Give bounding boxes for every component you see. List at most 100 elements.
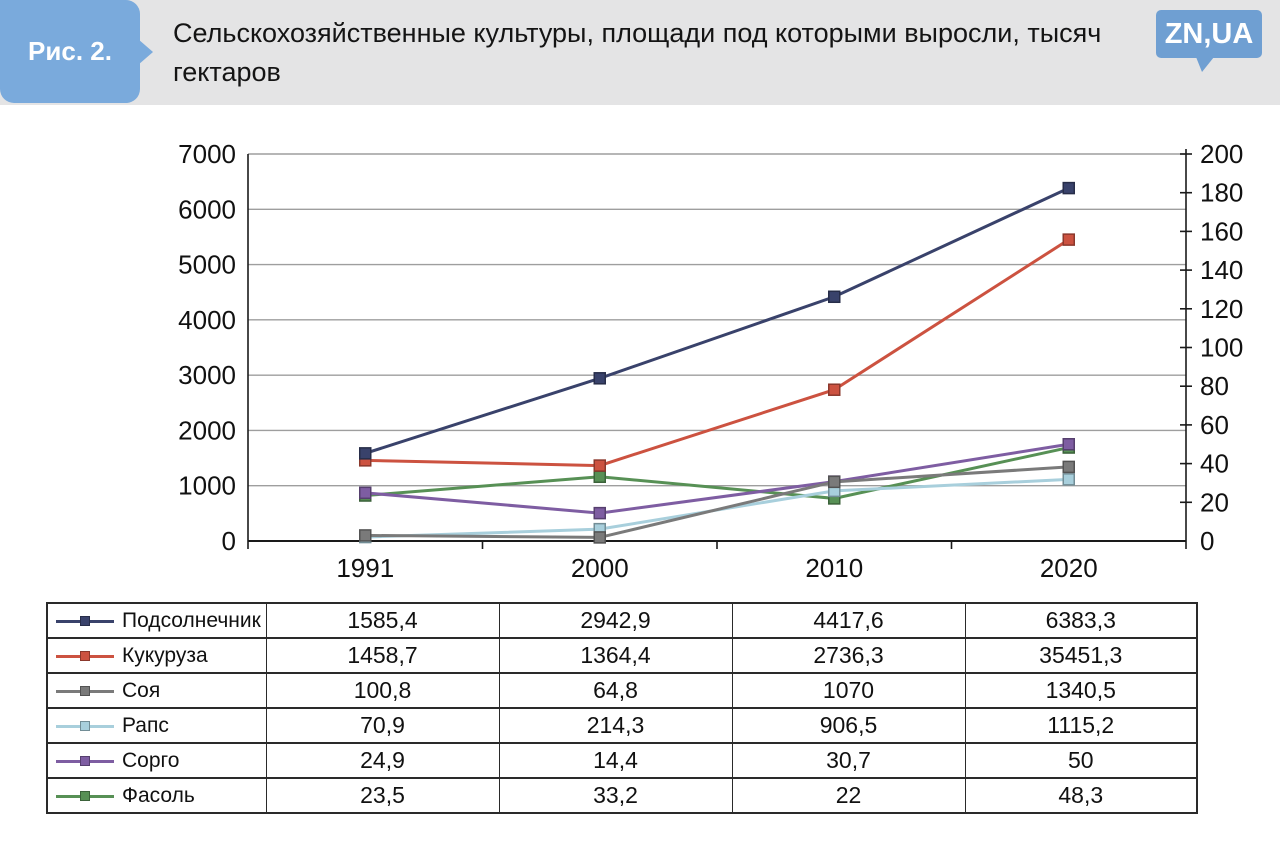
series-marker <box>1062 181 1075 195</box>
series-line <box>365 442 1069 515</box>
right-axis-tick-label: 180 <box>1200 178 1243 208</box>
series-value-cell: 64,8 <box>498 672 733 709</box>
series-marker <box>1062 438 1075 451</box>
x-axis-tick-label: 1991 <box>336 553 394 583</box>
page-title: Сельскохозяйственные культуры, площади п… <box>173 18 1102 87</box>
table-row: Подсолнечник 1585,4 2942,9 4417,6 6383,3 <box>46 602 1198 639</box>
series-name-cell: Рапс <box>46 707 267 744</box>
right-axis-tick-label: 140 <box>1200 255 1243 285</box>
series-value-cell: 24,9 <box>265 742 500 779</box>
logo-speech-tail-icon <box>1196 57 1214 72</box>
series-name-label: Фасоль <box>122 783 195 807</box>
right-axis-tick-label: 60 <box>1200 410 1229 440</box>
series-value-cell: 4417,6 <box>731 602 966 639</box>
series-name-cell: Подсолнечник <box>46 602 267 639</box>
legend-sample-icon <box>56 650 114 662</box>
left-axis-tick-label: 7000 <box>178 139 236 169</box>
x-axis-tick-label: 2000 <box>571 553 629 583</box>
series-value-cell: 1070 <box>731 672 966 709</box>
series-name-label: Сорго <box>122 748 180 772</box>
series-name-label: Подсолнечник <box>122 608 261 632</box>
right-axis-tick-label: 80 <box>1200 371 1229 401</box>
table-row: Фасоль 23,5 33,2 22 48,3 <box>46 777 1198 814</box>
legend-sample-icon <box>56 720 114 732</box>
right-axis-tick-label: 20 <box>1200 487 1229 517</box>
zn-ua-logo-text: ZN,UA <box>1164 17 1254 50</box>
left-axis-tick-label: 6000 <box>178 194 236 224</box>
figure-badge: Рис. 2. <box>0 0 153 103</box>
series-line <box>365 238 1070 468</box>
series-value-cell: 2942,9 <box>498 602 733 639</box>
series-name-label: Кукуруза <box>122 643 208 667</box>
series-marker <box>359 486 372 500</box>
right-axis-tick-label: 0 <box>1200 526 1214 556</box>
series-marker <box>593 506 606 520</box>
series-value-cell: 2736,3 <box>731 637 966 674</box>
left-axis-tick-label: 3000 <box>178 360 236 390</box>
series-value-cell: 35451,3 <box>964 637 1198 674</box>
header-strip <box>0 0 1280 105</box>
table-row: Сорго 24,9 14,4 30,7 50 <box>46 742 1198 779</box>
series-marker <box>593 372 606 385</box>
series-marker <box>828 290 841 304</box>
series-value-cell: 22 <box>731 777 966 814</box>
right-axis-tick-label: 100 <box>1200 333 1243 363</box>
series-marker <box>1062 473 1075 486</box>
legend-sample-icon <box>56 685 114 697</box>
series-value-cell: 1458,7 <box>265 637 500 674</box>
right-axis-tick-label: 160 <box>1200 216 1243 246</box>
x-axis-tick-label: 2020 <box>1040 553 1098 583</box>
series-marker <box>1062 460 1075 474</box>
series-name-label: Соя <box>122 678 161 702</box>
series-line <box>364 186 1070 455</box>
table-row: Кукуруза 1458,7 1364,4 2736,3 35451,3 <box>46 637 1198 674</box>
series-marker <box>359 447 372 460</box>
right-axis-tick-label: 40 <box>1200 449 1229 479</box>
series-value-cell: 14,4 <box>498 742 733 779</box>
left-axis-tick-label: 0 <box>222 526 236 556</box>
series-value-cell: 214,3 <box>498 707 733 744</box>
badge-arrow-icon <box>138 38 153 65</box>
series-line <box>365 465 1069 539</box>
left-axis-tick-label: 4000 <box>178 305 236 335</box>
series-marker <box>828 475 841 489</box>
zn-ua-logo: ZN,UA <box>1156 10 1262 72</box>
series-name-cell: Кукуруза <box>46 637 267 674</box>
table-row: Рапс 70,9 214,3 906,5 1115,2 <box>46 707 1198 744</box>
series-value-cell: 1115,2 <box>964 707 1198 744</box>
x-axis-tick-label: 2010 <box>805 553 863 583</box>
series-name-cell: Сорго <box>46 742 267 779</box>
series-value-cell: 906,5 <box>731 707 966 744</box>
left-axis-tick-label: 5000 <box>178 250 236 280</box>
series-marker <box>593 459 606 472</box>
line-chart: 0 1000 2000 3000 4000 5000 6000 7000 0 20 40 60 80 10… <box>178 139 1243 583</box>
series-marker <box>828 383 841 396</box>
series-marker <box>1062 233 1075 246</box>
series-value-cell: 30,7 <box>731 742 966 779</box>
chart-data-table-body: Подсолнечник 1585,4 2942,9 4417,6 6383,3 Куку… <box>46 602 1198 814</box>
left-axis-tick-label: 2000 <box>178 415 236 445</box>
chart-data-table: Подсолнечник 1585,4 2942,9 4417,6 6383,3 Куку… <box>46 602 1198 814</box>
legend-sample-icon <box>56 615 114 627</box>
series-marker <box>593 470 606 484</box>
table-row: Соя 100,8 64,8 1070 1340,5 <box>46 672 1198 709</box>
series-name-label: Рапс <box>122 713 169 737</box>
right-axis-tick-label: 120 <box>1200 294 1243 324</box>
series-value-cell: 1364,4 <box>498 637 733 674</box>
series-value-cell: 1340,5 <box>964 672 1198 709</box>
legend-sample-icon <box>56 790 114 802</box>
series-name-cell: Соя <box>46 672 267 709</box>
series-name-cell: Фасоль <box>46 777 267 814</box>
right-axis-tick-label: 200 <box>1200 139 1243 169</box>
series-value-cell: 1585,4 <box>265 602 500 639</box>
series-value-cell: 50 <box>964 742 1198 779</box>
series-value-cell: 33,2 <box>498 777 733 814</box>
series-value-cell: 23,5 <box>265 777 500 814</box>
series-value-cell: 6383,3 <box>964 602 1198 639</box>
left-axis-tick-label: 1000 <box>178 471 236 501</box>
legend-sample-icon <box>56 755 114 767</box>
series-value-cell: 48,3 <box>964 777 1198 814</box>
series-marker <box>359 529 372 542</box>
series-marker <box>593 531 606 544</box>
figure-badge-label: Рис. 2. <box>28 36 112 66</box>
